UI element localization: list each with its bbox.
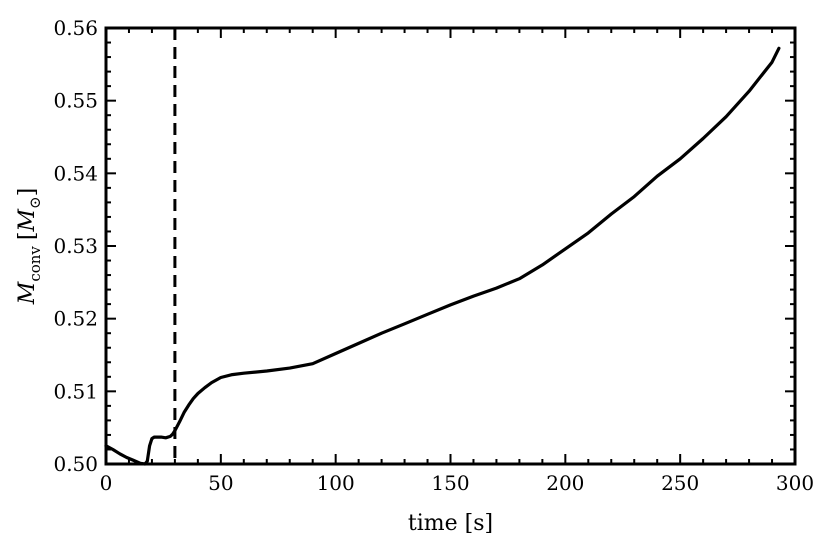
y-label-subscript: conv: [26, 246, 44, 282]
x-tick-label: 250: [661, 471, 699, 495]
y-label-unit-subscript: ⊙: [26, 196, 44, 209]
y-axis-label: Mconv[M⊙]: [15, 188, 44, 305]
data-series-line: [104, 46, 781, 466]
y-tick-label: 0.50: [53, 452, 98, 476]
y-label-unit-symbol: M: [15, 209, 40, 233]
y-tick-label: 0.52: [53, 307, 98, 331]
y-label-symbol: M: [15, 281, 40, 305]
y-axis: 0.50 0.51 0.52 0.53 0.54 0.55 0.56: [53, 16, 795, 476]
y-tick-label: 0.55: [53, 89, 98, 113]
y-tick-label: 0.53: [53, 234, 98, 258]
y-tick-label: 0.51: [53, 379, 98, 403]
y-label-unit-close: ]: [15, 188, 40, 197]
x-tick-label: 50: [208, 471, 233, 495]
x-tick-label: 100: [317, 471, 355, 495]
y-tick-label: 0.56: [53, 16, 98, 40]
x-tick-label: 300: [776, 471, 814, 495]
x-tick-label: 200: [546, 471, 584, 495]
y-label-unit-open: [: [15, 232, 40, 241]
y-tick-label: 0.54: [53, 161, 98, 185]
plot-frame: [104, 26, 797, 466]
plot-area: [104, 28, 781, 466]
x-tick-label: 0: [100, 471, 113, 495]
x-axis: 0 50 100 150 200 250 300: [100, 28, 814, 495]
x-axis-label: time [s]: [408, 511, 493, 536]
x-tick-label: 150: [431, 471, 469, 495]
